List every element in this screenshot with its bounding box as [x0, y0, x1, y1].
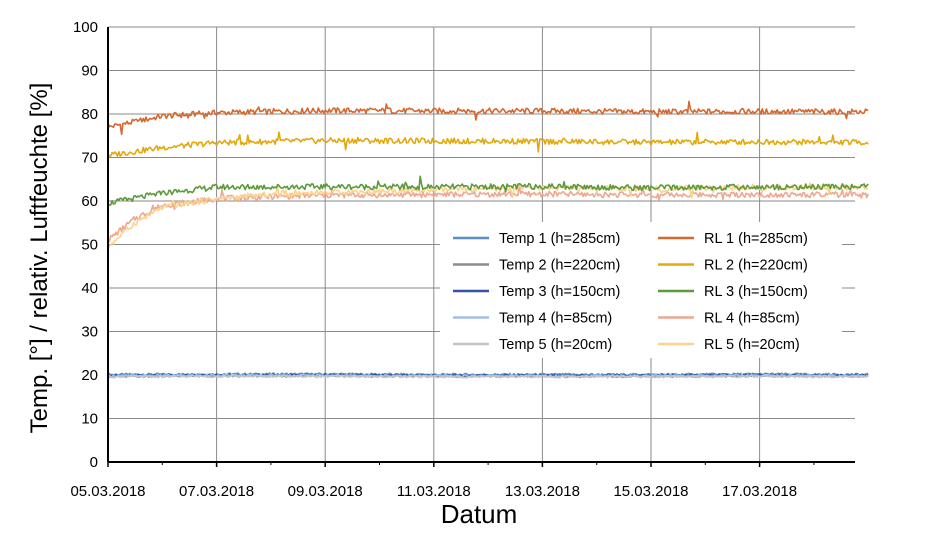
x-tick-labels: 05.03.2018 07.03.2018 09.03.2018 11.03.2018…: [70, 483, 797, 500]
x-tick-label: 07.03.2018: [179, 483, 254, 500]
legend-label: RL 5 (h=20cm): [704, 337, 800, 353]
y-tick-label: 60: [81, 193, 98, 210]
legend-label: RL 3 (h=150cm): [704, 284, 808, 300]
legend-label: Temp 1 (h=285cm): [499, 231, 620, 247]
y-tick-label: 40: [81, 280, 98, 297]
series-line: [107, 131, 869, 158]
legend-label: Temp 2 (h=220cm): [499, 258, 620, 274]
x-tick-label: 15.03.2018: [613, 483, 688, 500]
y-tick-label: 50: [81, 237, 98, 254]
series-line: [107, 175, 869, 207]
y-tick-label: 20: [81, 367, 98, 384]
series-lines: [107, 100, 869, 379]
y-tick-label: 0: [90, 454, 98, 471]
legend-label: RL 4 (h=85cm): [704, 311, 800, 327]
legend-label: Temp 3 (h=150cm): [499, 284, 620, 300]
y-tick-labels: 0 10 20 30 40 50 60 70 80 90 100: [73, 19, 98, 471]
x-tick-label: 05.03.2018: [70, 483, 145, 500]
legend-label: RL 1 (h=285cm): [704, 231, 808, 247]
legend-background: [440, 222, 842, 358]
x-tick-label: 13.03.2018: [505, 483, 580, 500]
legend-label: Temp 5 (h=20cm): [499, 337, 612, 353]
series-line: [107, 184, 869, 243]
y-tick-label: 10: [81, 411, 98, 428]
x-axis-title: Datum: [441, 499, 518, 529]
y-tick-label: 30: [81, 324, 98, 341]
y-axis-title: Temp. [°] / relativ. Luftfeuchte [%]: [26, 83, 53, 434]
legend-label: Temp 4 (h=85cm): [499, 311, 612, 327]
legend: Temp 1 (h=285cm) RL 1 (h=285cm) Temp 2 (h=…: [440, 222, 842, 358]
y-tick-label: 70: [81, 150, 98, 167]
series-line: [107, 374, 869, 379]
axes: [107, 27, 855, 467]
x-tick-label: 09.03.2018: [288, 483, 363, 500]
y-tick-label: 100: [73, 19, 98, 36]
x-tick-label: 11.03.2018: [397, 483, 471, 500]
y-tick-label: 90: [81, 63, 98, 80]
x-tick-label: 17.03.2018: [722, 483, 797, 500]
y-tick-label: 80: [81, 106, 98, 123]
legend-label: RL 2 (h=220cm): [704, 258, 808, 274]
series-line: [107, 100, 869, 136]
